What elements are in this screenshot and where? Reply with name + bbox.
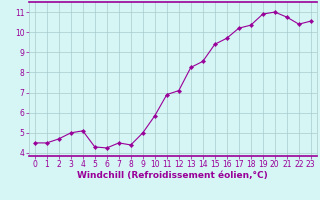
X-axis label: Windchill (Refroidissement éolien,°C): Windchill (Refroidissement éolien,°C) [77,171,268,180]
